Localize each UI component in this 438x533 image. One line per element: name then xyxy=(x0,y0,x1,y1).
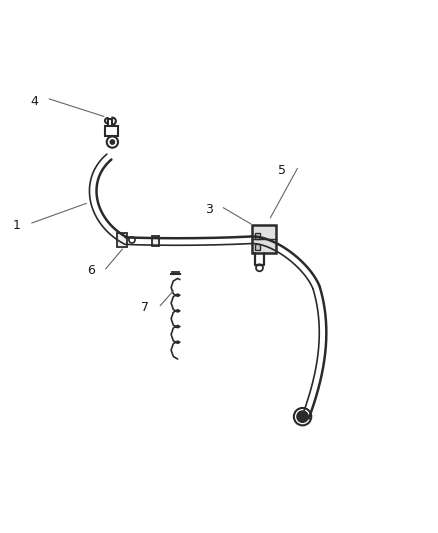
Bar xyxy=(254,233,260,239)
Bar xyxy=(117,233,127,247)
Bar xyxy=(252,225,276,254)
Text: 1: 1 xyxy=(13,219,21,232)
Bar xyxy=(105,126,118,136)
Text: 3: 3 xyxy=(205,204,212,216)
Text: 6: 6 xyxy=(87,264,95,277)
Text: 5: 5 xyxy=(279,164,286,177)
Bar xyxy=(254,244,260,250)
Text: 7: 7 xyxy=(141,301,149,314)
Bar xyxy=(152,236,159,246)
Circle shape xyxy=(110,140,115,144)
Text: 4: 4 xyxy=(31,95,39,108)
Circle shape xyxy=(297,411,308,422)
